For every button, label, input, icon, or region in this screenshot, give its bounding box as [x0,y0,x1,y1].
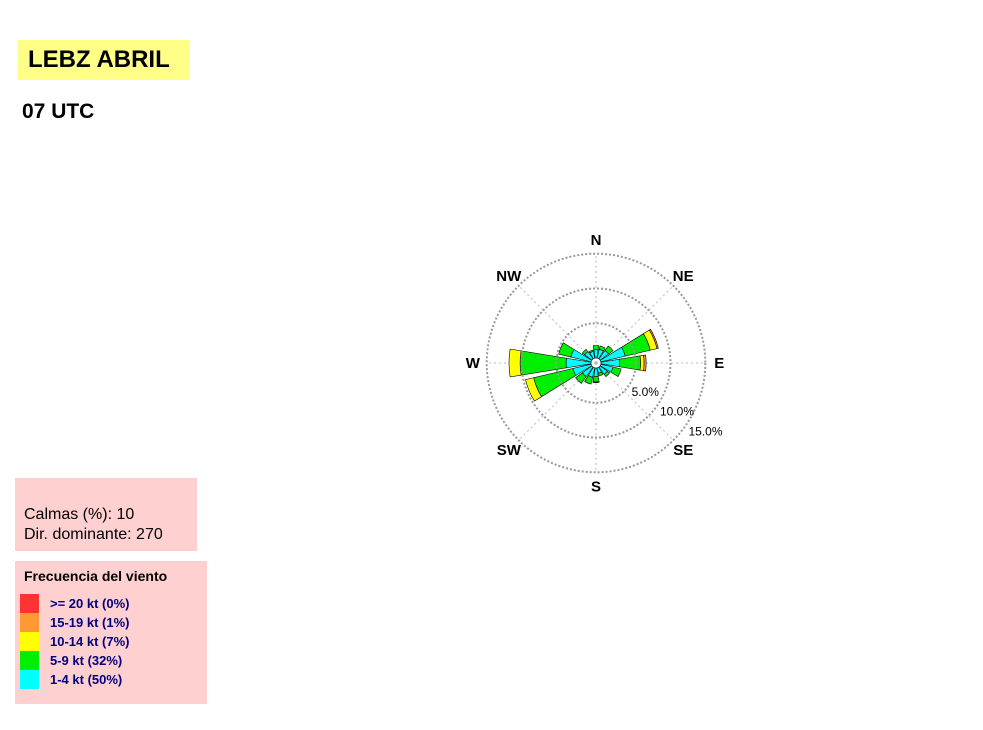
petal-NW-5-9-kt [581,348,589,356]
compass-label-NW: NW [496,268,522,285]
petal-SSW-5-9-kt [584,375,593,385]
compass-label-S: S [591,478,601,495]
petal-S-15-19-kt [592,381,600,383]
ring-label: 10.0% [660,405,694,419]
petal-E-10-14-kt [639,354,645,372]
petal-NNW-5-9-kt [588,349,594,354]
petal-WSW-10-14-kt [525,377,542,402]
petal-SE-5-9-kt [603,370,611,378]
spoke-line [595,362,674,441]
dominant-direction-text: Dir. dominante: 270 [24,526,163,543]
compass-label-SW: SW [497,442,522,459]
spoke-line [595,285,674,364]
legend-panel: Frecuencia del viento >= 20 kt (0%) 15-1… [15,561,207,704]
petal-NE-5-9-kt [604,345,614,355]
compass-label-W: W [466,355,481,372]
petal-ENE-15-19-kt [648,328,659,349]
ring-label: 5.0% [632,385,660,399]
ring-10-percent [520,287,672,439]
legend-title: Frecuencia del viento [24,568,168,584]
legend-label: 10-14 kt (7%) [50,634,130,649]
ring-label: 15.0% [689,425,723,439]
petal-WSW-5-9-kt [533,368,577,398]
petal-WNW-5-9-kt [558,342,575,358]
station-title: LEBZ ABRIL [18,40,189,80]
ring-15-percent [485,252,707,474]
compass-label-E: E [714,355,724,372]
hour-subtitle: 07 UTC [22,100,95,123]
legend-swatch [20,613,39,632]
legend-swatch [20,594,39,613]
ring-5-percent [555,322,637,404]
petal-W-10-14-kt [508,348,522,378]
petal-N-5-9-kt [592,345,600,351]
petal-NNE-5-9-kt [598,345,606,352]
spoke-line [518,285,597,364]
spoke-line [518,362,597,441]
legend-swatch [20,670,39,689]
stats-panel: Calmas (%): 10 Dir. dominante: 270 [15,478,197,551]
petal-ESE-5-9-kt [610,366,622,378]
compass-label-SE: SE [673,442,693,459]
legend-label: 15-19 kt (1%) [50,615,130,630]
petal-E-5-9-kt [619,355,641,371]
legend-label: >= 20 kt (0%) [50,596,130,611]
legend-swatch [20,632,39,651]
compass-label-N: N [591,232,602,249]
legend-label: 5-9 kt (32%) [50,653,123,668]
petal-E-15-19-kt [643,354,647,372]
calms-text: Calmas (%): 10 [24,506,135,523]
legend-swatch [20,651,39,670]
compass-label-NE: NE [673,268,694,285]
petal-S-5-9-kt [592,375,600,383]
legend-label: 1-4 kt (50%) [50,672,123,687]
petal-SW-5-9-kt [575,372,587,384]
petal-SSE-5-9-kt [598,371,604,377]
